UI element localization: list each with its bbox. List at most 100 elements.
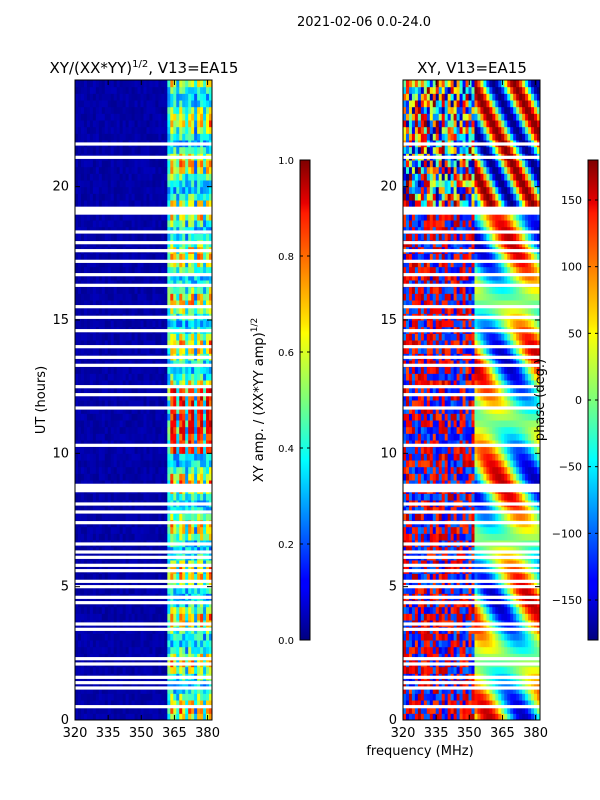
right-heatmap-cell (441, 653, 446, 661)
left-heatmap-cell (182, 133, 186, 141)
left-heatmap-cell (119, 293, 124, 301)
left-heatmap-cell (200, 286, 204, 294)
left-heatmap-cell (122, 693, 127, 701)
right-heatmap-cell (486, 686, 490, 694)
left-heatmap-cell (185, 606, 189, 614)
left-heatmap-cell (164, 586, 168, 594)
left-heatmap-cell (191, 226, 195, 234)
left-heatmap-cell (191, 366, 195, 374)
left-heatmap-cell (158, 426, 162, 434)
left-heatmap-cell (89, 106, 94, 114)
right-heatmap-cell (438, 666, 443, 674)
left-heatmap-cell (98, 393, 103, 401)
left-heatmap-cell (122, 286, 127, 294)
left-heatmap-cell (128, 193, 133, 201)
left-heatmap-cell (164, 386, 168, 394)
left-heatmap-cell (146, 713, 150, 720)
left-heatmap-cell (131, 220, 136, 228)
left-heatmap-cell (125, 493, 130, 501)
left-heatmap-cell (92, 133, 97, 141)
left-heatmap-cell (182, 580, 186, 588)
left-heatmap-cell (158, 433, 162, 441)
left-heatmap-cell (98, 713, 103, 720)
left-heatmap-cell (86, 333, 91, 341)
right-heatmap-cell (477, 666, 481, 674)
left-heatmap-cell (203, 266, 207, 274)
left-heatmap-cell (119, 86, 124, 94)
left-heatmap-cell (188, 586, 192, 594)
left-heatmap-cell (179, 460, 183, 468)
left-heatmap-cell (164, 513, 168, 521)
left-heatmap-cell (197, 700, 201, 708)
left-heatmap-cell (143, 180, 147, 188)
left-heatmap-cell (98, 266, 103, 274)
left-heatmap-cell (77, 433, 82, 441)
left-heatmap-cell (149, 113, 153, 121)
left-heatmap-cell (179, 386, 183, 394)
left-heatmap-cell (179, 253, 183, 261)
left-heatmap-cell (188, 373, 192, 381)
left-heatmap-cell (89, 560, 94, 568)
left-heatmap-cell (137, 546, 142, 554)
left-heatmap-cell (203, 446, 207, 454)
left-heatmap-cell (125, 633, 130, 641)
left-heatmap-cell (164, 173, 168, 181)
left-heatmap-cell (98, 453, 103, 461)
left-heatmap-cell (89, 113, 94, 121)
left-heatmap-cell (179, 346, 183, 354)
right-heatmap-cell (417, 653, 422, 661)
left-heatmap-cell (182, 513, 186, 521)
left-heatmap-cell (167, 406, 171, 414)
left-heatmap-cell (167, 293, 171, 301)
right-heatmap-cell (510, 706, 514, 714)
left-heatmap-cell (200, 80, 204, 88)
left-heatmap-cell (107, 513, 112, 521)
left-heatmap-cell (146, 613, 150, 621)
left-heatmap-cell (200, 266, 204, 274)
left-heatmap-cell (107, 413, 112, 421)
left-heatmap-cell (194, 560, 198, 568)
left-heatmap-cell (113, 86, 118, 94)
left-heatmap-cell (146, 586, 150, 594)
left-heatmap-cell (188, 460, 192, 468)
left-heatmap-cell (77, 100, 82, 108)
left-heatmap-cell (125, 166, 130, 174)
left-heatmap-cell (203, 306, 207, 314)
left-heatmap-cell (173, 386, 177, 394)
left-heatmap-cell (128, 400, 133, 408)
left-heatmap-cell (116, 213, 121, 221)
left-heatmap-cell (77, 360, 82, 368)
left-heatmap-cell (176, 146, 180, 154)
left-heatmap-cell (176, 573, 180, 581)
left-heatmap-cell (197, 180, 201, 188)
left-heatmap-cell (176, 173, 180, 181)
right-heatmap-cell (516, 686, 520, 694)
left-heatmap-cell (200, 160, 204, 168)
left-heatmap-cell (143, 633, 147, 641)
left-heatmap-cell (179, 426, 183, 434)
right-heatmap-cell (465, 693, 470, 701)
left-heatmap-cell (188, 480, 192, 488)
left-heatmap-cell (131, 400, 136, 408)
left-heatmap-cell (98, 120, 103, 128)
right-heatmap-cell (438, 706, 443, 714)
left-heatmap-cell (137, 713, 142, 720)
right-heatmap-cell (459, 653, 464, 661)
right-heatmap-cell (403, 666, 407, 674)
left-heatmap-cell (92, 433, 97, 441)
left-heatmap-cell (137, 706, 142, 714)
right-heatmap-cell (426, 686, 431, 694)
right-heatmap-cell (435, 700, 440, 708)
left-heatmap-cell (116, 706, 121, 714)
left-heatmap-cell (113, 366, 118, 374)
left-heatmap-cell (113, 173, 118, 181)
left-heatmap-cell (158, 333, 162, 341)
left-heatmap-cell (98, 386, 103, 394)
left-heatmap-cell (182, 666, 186, 674)
left-heatmap-cell (122, 213, 127, 221)
left-heatmap-cell (110, 420, 115, 428)
left-heatmap-cell (110, 100, 115, 108)
left-heatmap-cell (80, 360, 85, 368)
left-colorbar-tick-label: 0.6 (278, 348, 294, 359)
left-heatmap-cell (194, 453, 198, 461)
